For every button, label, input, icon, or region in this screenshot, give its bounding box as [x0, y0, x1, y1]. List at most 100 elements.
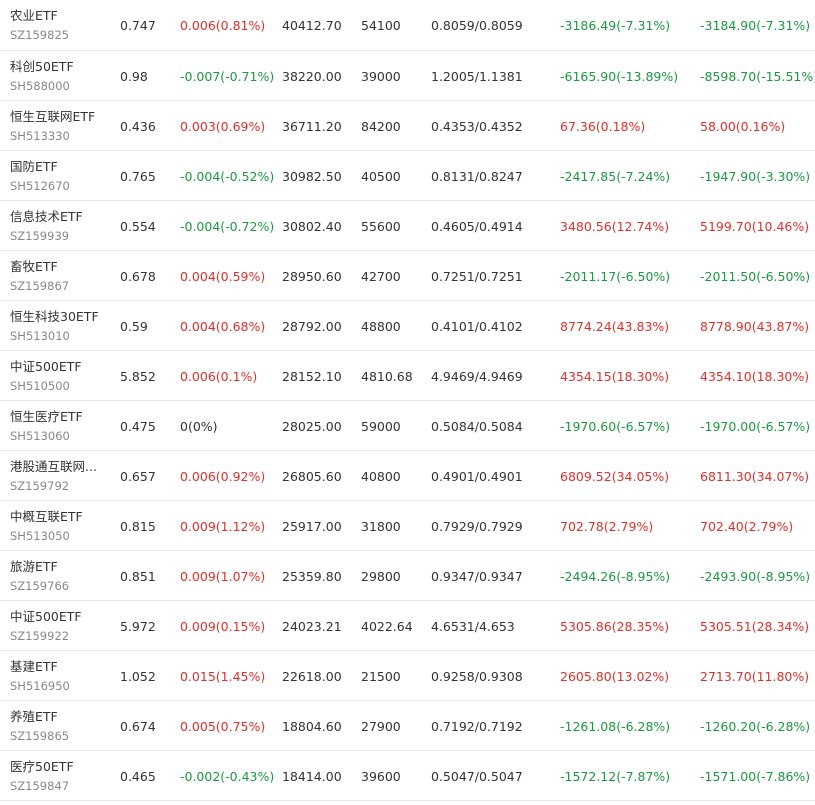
etf-name-cell[interactable]: 恒生科技30ETF SH513010: [10, 301, 110, 351]
amount-cell: 25359.80: [282, 568, 342, 584]
change-cell: 0(0%): [180, 418, 218, 434]
flow-primary-cell: -1261.08(-6.28%): [560, 718, 671, 734]
table-row[interactable]: 中证500ETF SH510500 5.852 0.006(0.1%) 2815…: [0, 351, 815, 401]
etf-name-cell[interactable]: 港股通互联网... SZ159792: [10, 451, 110, 501]
flow-primary-cell: -2417.85(-7.24%): [560, 168, 671, 184]
table-row[interactable]: 畜牧ETF SZ159867 0.678 0.004(0.59%) 28950.…: [0, 251, 815, 301]
price-cell: 0.674: [120, 718, 156, 734]
etf-name-cell[interactable]: 农业ETF SZ159825: [10, 0, 110, 50]
flow-secondary-cell: -2493.90(-8.95%): [700, 568, 811, 584]
volume-cell: 4022.64: [361, 618, 413, 634]
amount-cell: 30982.50: [282, 168, 342, 184]
etf-code: SZ159847: [10, 778, 70, 793]
bid-ask-cell: 0.5084/0.5084: [431, 418, 523, 434]
flow-secondary-cell: -1947.90(-3.30%): [700, 168, 811, 184]
table-row[interactable]: 农业ETF SZ159825 0.747 0.006(0.81%) 40412.…: [0, 0, 815, 51]
amount-cell: 36711.20: [282, 118, 342, 134]
volume-cell: 48800: [361, 318, 401, 334]
etf-name-cell[interactable]: 旅游ETF SZ159766: [10, 551, 110, 601]
volume-cell: 40500: [361, 168, 401, 184]
etf-code: SH513060: [10, 428, 70, 443]
table-row[interactable]: 恒生医疗ETF SH513060 0.475 0(0%) 28025.00 59…: [0, 401, 815, 451]
etf-name[interactable]: 中证500ETF: [10, 608, 82, 624]
flow-primary-cell: 8774.24(43.83%): [560, 318, 670, 334]
change-cell: 0.009(0.15%): [180, 618, 266, 634]
change-cell: 0.005(0.75%): [180, 718, 266, 734]
etf-name[interactable]: 港股通互联网...: [10, 458, 97, 474]
bid-ask-cell: 0.9258/0.9308: [431, 668, 523, 684]
etf-name[interactable]: 中证500ETF: [10, 358, 82, 374]
amount-cell: 40412.70: [282, 17, 342, 33]
change-cell: 0.006(0.92%): [180, 468, 266, 484]
table-row[interactable]: 国防ETF SH512670 0.765 -0.004(-0.52%) 3098…: [0, 151, 815, 201]
table-row[interactable]: 旅游ETF SZ159766 0.851 0.009(1.07%) 25359.…: [0, 551, 815, 601]
price-cell: 5.972: [120, 618, 156, 634]
price-cell: 0.475: [120, 418, 156, 434]
etf-name-cell[interactable]: 恒生互联网ETF SH513330: [10, 101, 110, 151]
etf-name-cell[interactable]: 恒生医疗ETF SH513060: [10, 401, 110, 451]
amount-cell: 28152.10: [282, 368, 342, 384]
volume-cell: 55600: [361, 218, 401, 234]
etf-name-cell[interactable]: 国防ETF SH512670: [10, 151, 110, 201]
table-row[interactable]: 信息技术ETF SZ159939 0.554 -0.004(-0.72%) 30…: [0, 201, 815, 251]
etf-name-cell[interactable]: 中证500ETF SZ159922: [10, 601, 110, 651]
price-cell: 0.678: [120, 268, 156, 284]
table-row[interactable]: 中证500ETF SZ159922 5.972 0.009(0.15%) 240…: [0, 601, 815, 651]
bid-ask-cell: 0.8131/0.8247: [431, 168, 523, 184]
table-row[interactable]: 科创50ETF SH588000 0.98 -0.007(-0.71%) 382…: [0, 51, 815, 101]
etf-name-cell[interactable]: 养殖ETF SZ159865: [10, 701, 110, 751]
table-row[interactable]: 恒生互联网ETF SH513330 0.436 0.003(0.69%) 367…: [0, 101, 815, 151]
volume-cell: 42700: [361, 268, 401, 284]
etf-code: SZ159825: [10, 27, 70, 42]
volume-cell: 29800: [361, 568, 401, 584]
etf-name[interactable]: 医疗50ETF: [10, 758, 74, 774]
bid-ask-cell: 4.9469/4.9469: [431, 368, 523, 384]
table-row[interactable]: 医疗50ETF SZ159847 0.465 -0.002(-0.43%) 18…: [0, 751, 815, 801]
bid-ask-cell: 0.4901/0.4901: [431, 468, 523, 484]
table-row[interactable]: 基建ETF SH516950 1.052 0.015(1.45%) 22618.…: [0, 651, 815, 701]
etf-name-cell[interactable]: 中概互联ETF SH513050: [10, 501, 110, 551]
bid-ask-cell: 0.4353/0.4352: [431, 118, 523, 134]
table-row[interactable]: 中概互联ETF SH513050 0.815 0.009(1.12%) 2591…: [0, 501, 815, 551]
etf-name[interactable]: 国防ETF: [10, 158, 58, 174]
flow-secondary-cell: 8778.90(43.87%): [700, 318, 810, 334]
change-cell: 0.004(0.59%): [180, 268, 266, 284]
etf-name[interactable]: 旅游ETF: [10, 558, 58, 574]
etf-name[interactable]: 基建ETF: [10, 658, 58, 674]
price-cell: 0.747: [120, 17, 156, 33]
etf-name[interactable]: 农业ETF: [10, 7, 58, 23]
etf-code: SZ159766: [10, 578, 70, 593]
flow-secondary-cell: -8598.70(-15.51%): [700, 68, 815, 84]
price-cell: 0.554: [120, 218, 156, 234]
price-cell: 0.851: [120, 568, 156, 584]
table-row[interactable]: 恒生科技30ETF SH513010 0.59 0.004(0.68%) 287…: [0, 301, 815, 351]
etf-name-cell[interactable]: 科创50ETF SH588000: [10, 51, 110, 101]
etf-name[interactable]: 中概互联ETF: [10, 508, 83, 524]
etf-name-cell[interactable]: 中证500ETF SH510500: [10, 351, 110, 401]
bid-ask-cell: 0.5047/0.5047: [431, 768, 523, 784]
flow-primary-cell: -6165.90(-13.89%): [560, 68, 679, 84]
change-cell: 0.004(0.68%): [180, 318, 266, 334]
etf-name[interactable]: 恒生科技30ETF: [10, 308, 99, 324]
flow-primary-cell: -2011.17(-6.50%): [560, 268, 671, 284]
etf-name[interactable]: 科创50ETF: [10, 58, 74, 74]
etf-name[interactable]: 养殖ETF: [10, 708, 58, 724]
change-cell: -0.004(-0.72%): [180, 218, 275, 234]
etf-name-cell[interactable]: 医疗50ETF SZ159847: [10, 751, 110, 801]
bid-ask-cell: 4.6531/4.653: [431, 618, 515, 634]
bid-ask-cell: 1.2005/1.1381: [431, 68, 523, 84]
etf-name[interactable]: 恒生互联网ETF: [10, 108, 96, 124]
etf-name[interactable]: 信息技术ETF: [10, 208, 83, 224]
table-row[interactable]: 港股通互联网... SZ159792 0.657 0.006(0.92%) 26…: [0, 451, 815, 501]
etf-code: SZ159792: [10, 478, 70, 493]
etf-name[interactable]: 畜牧ETF: [10, 258, 58, 274]
etf-name-cell[interactable]: 信息技术ETF SZ159939: [10, 201, 110, 251]
change-cell: -0.007(-0.71%): [180, 68, 275, 84]
etf-name-cell[interactable]: 基建ETF SH516950: [10, 651, 110, 701]
etf-code: SZ159922: [10, 628, 70, 643]
etf-name[interactable]: 恒生医疗ETF: [10, 408, 83, 424]
table-row[interactable]: 养殖ETF SZ159865 0.674 0.005(0.75%) 18804.…: [0, 701, 815, 751]
etf-name-cell[interactable]: 畜牧ETF SZ159867: [10, 251, 110, 301]
flow-primary-cell: -2494.26(-8.95%): [560, 568, 671, 584]
